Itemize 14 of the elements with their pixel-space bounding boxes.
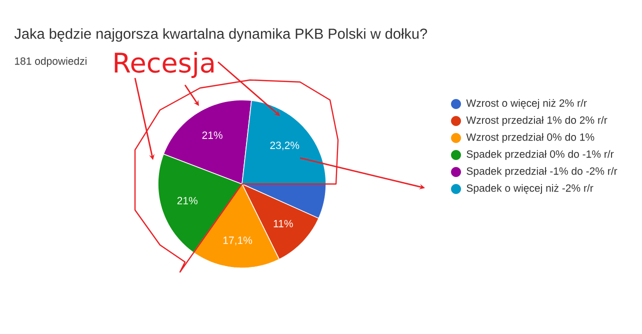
legend-label: Wzrost przedział 0% do 1% [466,133,594,143]
legend-label: Spadek o więcej niż -2% r/r [466,184,594,194]
data-label: 11% [274,220,293,228]
data-label: 21% [202,132,222,139]
chart-title: Jaka będzie najgorsza kwartalna dynamika PKB Polski w dołku? [14,28,428,42]
legend-label: Wzrost o więcej niż 2% r/r [466,99,587,109]
data-label: 21% [177,196,198,204]
text: 181 odpowiedzi [15,57,86,67]
data-label: 17,1% [223,236,252,246]
text: Recesja [114,52,214,78]
legend-label: Wzrost przedział 1% do 2% r/r [466,116,608,126]
legend-label: Spadek przedział -1% do -2% r/r [466,167,618,177]
legend-label: Spadek przedział 0% do -1% r/r [466,150,614,160]
data-label: 23,2% [270,142,300,150]
